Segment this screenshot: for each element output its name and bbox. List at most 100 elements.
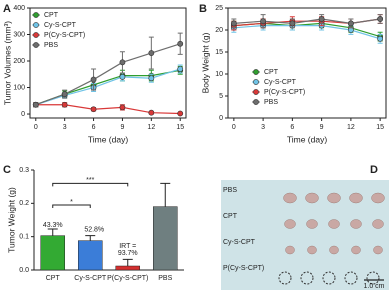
bar — [115, 265, 140, 271]
y-tick-label: 0 — [219, 115, 223, 122]
point — [32, 101, 39, 108]
photo-label: Cy-S-CPT — [223, 239, 256, 246]
tumor — [305, 192, 319, 204]
series-line — [233, 25, 381, 40]
annotation: 43.3% — [43, 222, 63, 229]
tumor — [371, 192, 385, 204]
panel-label: B — [199, 3, 207, 15]
x-tick-label: Cy-S-CPT — [74, 275, 107, 282]
point — [230, 20, 237, 27]
legend-marker — [33, 32, 39, 38]
empty-site — [366, 271, 380, 285]
x-tick-label: 3 — [63, 124, 67, 131]
y-tick-label: 20 — [215, 27, 223, 34]
y-tick-label: 5 — [219, 93, 223, 100]
point — [289, 20, 296, 27]
empty-site — [300, 271, 314, 285]
point — [119, 74, 126, 80]
scale-label: 1.0 cm — [363, 283, 384, 290]
point — [148, 75, 155, 82]
x-tick-label: 0 — [232, 124, 236, 131]
x-tick-label: 3 — [261, 124, 265, 131]
legend-label: CPT — [264, 69, 279, 76]
photo-label: CPT — [223, 213, 238, 220]
tumor — [350, 219, 362, 229]
significance-label: *** — [86, 177, 94, 184]
y-tick-label: 0.1 — [19, 234, 29, 241]
tumor — [283, 192, 297, 204]
significance-bracket — [52, 204, 91, 208]
tumor — [307, 245, 317, 255]
photo-label: PBS — [223, 187, 237, 194]
series-line — [35, 104, 181, 115]
bar — [40, 235, 65, 271]
y-tick-label: 10 — [215, 71, 223, 78]
y-axis-label: Body Weight (g) — [200, 32, 210, 93]
tumor — [328, 219, 340, 229]
x-tick-label: 0 — [34, 124, 38, 131]
legend-label: P(Cy-S-CPT) — [44, 32, 85, 39]
tumor — [349, 192, 363, 204]
point — [318, 16, 325, 22]
x-tick-label: 15 — [176, 124, 184, 131]
error-bar — [122, 258, 133, 266]
point — [377, 35, 384, 42]
point — [119, 104, 126, 111]
legend-marker — [33, 22, 39, 28]
legend-marker — [253, 99, 259, 105]
point — [177, 66, 184, 72]
y-tick-label: 0.2 — [19, 200, 29, 207]
empty-site — [278, 271, 292, 285]
empty-site — [344, 271, 358, 285]
x-tick-label: CPT — [46, 275, 61, 282]
tumor — [327, 192, 341, 204]
legend-label: Cy-S-CPT — [44, 22, 77, 29]
point — [90, 106, 97, 113]
legend-marker — [253, 89, 259, 95]
y-tick-label: 100 — [13, 84, 25, 91]
bar — [153, 206, 178, 271]
y-axis-label: Tumor Weight (g) — [6, 187, 16, 253]
point — [119, 59, 126, 66]
x-axis-label: Time (day) — [287, 134, 327, 144]
x-tick-label: 15 — [376, 124, 384, 131]
legend-marker — [33, 12, 39, 18]
error-bar — [160, 182, 171, 207]
legend-label: Cy-S-CPT — [264, 79, 297, 86]
legend-label: PBS — [44, 42, 58, 49]
x-tick-label: 6 — [92, 124, 96, 131]
error-bar — [47, 228, 58, 236]
y-axis-label: Tumor Volumes (mm³) — [2, 21, 12, 105]
point — [177, 110, 184, 117]
significance-bracket — [52, 182, 129, 187]
point — [61, 91, 68, 98]
point — [260, 18, 267, 25]
point — [61, 101, 68, 108]
point — [148, 109, 155, 116]
photo-bg — [221, 180, 389, 290]
tumor — [351, 245, 361, 255]
empty-site — [322, 271, 336, 285]
photo-label: P(Cy-S-CPT) — [223, 265, 264, 272]
x-tick-label: 12 — [347, 124, 355, 131]
error-bar — [85, 235, 96, 241]
point — [177, 40, 184, 47]
legend-label: P(Cy-S-CPT) — [264, 89, 305, 96]
tumor — [306, 219, 318, 229]
significance-label: * — [70, 199, 73, 206]
panel-label: A — [3, 3, 11, 15]
bar — [78, 240, 103, 271]
legend-label: CPT — [44, 12, 59, 19]
x-tick-label: 9 — [120, 124, 124, 131]
series-line — [35, 43, 181, 106]
y-tick-label: 0.3 — [19, 167, 29, 174]
tumor — [372, 219, 384, 229]
photo: PBS CPT Cy-S-CPT P(Cy-S-CPT) 1.0 cm — [221, 180, 389, 290]
x-tick-label: P(Cy-S-CPT) — [107, 275, 148, 282]
annotation: 93.7% — [118, 250, 138, 257]
x-tick-label: 9 — [320, 124, 324, 131]
tumor — [329, 245, 339, 255]
legend-marker — [253, 79, 259, 85]
y-tick-label: 300 — [13, 31, 25, 38]
